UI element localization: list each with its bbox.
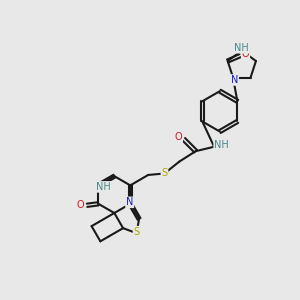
- Text: NH: NH: [96, 182, 111, 192]
- Text: O: O: [77, 200, 84, 210]
- Text: O: O: [242, 49, 249, 59]
- Text: NH: NH: [214, 140, 229, 150]
- Text: NH: NH: [234, 43, 249, 53]
- Text: S: S: [134, 227, 140, 237]
- Text: O: O: [175, 132, 182, 142]
- Text: N: N: [126, 197, 134, 207]
- Text: S: S: [161, 169, 167, 178]
- Text: N: N: [231, 75, 238, 85]
